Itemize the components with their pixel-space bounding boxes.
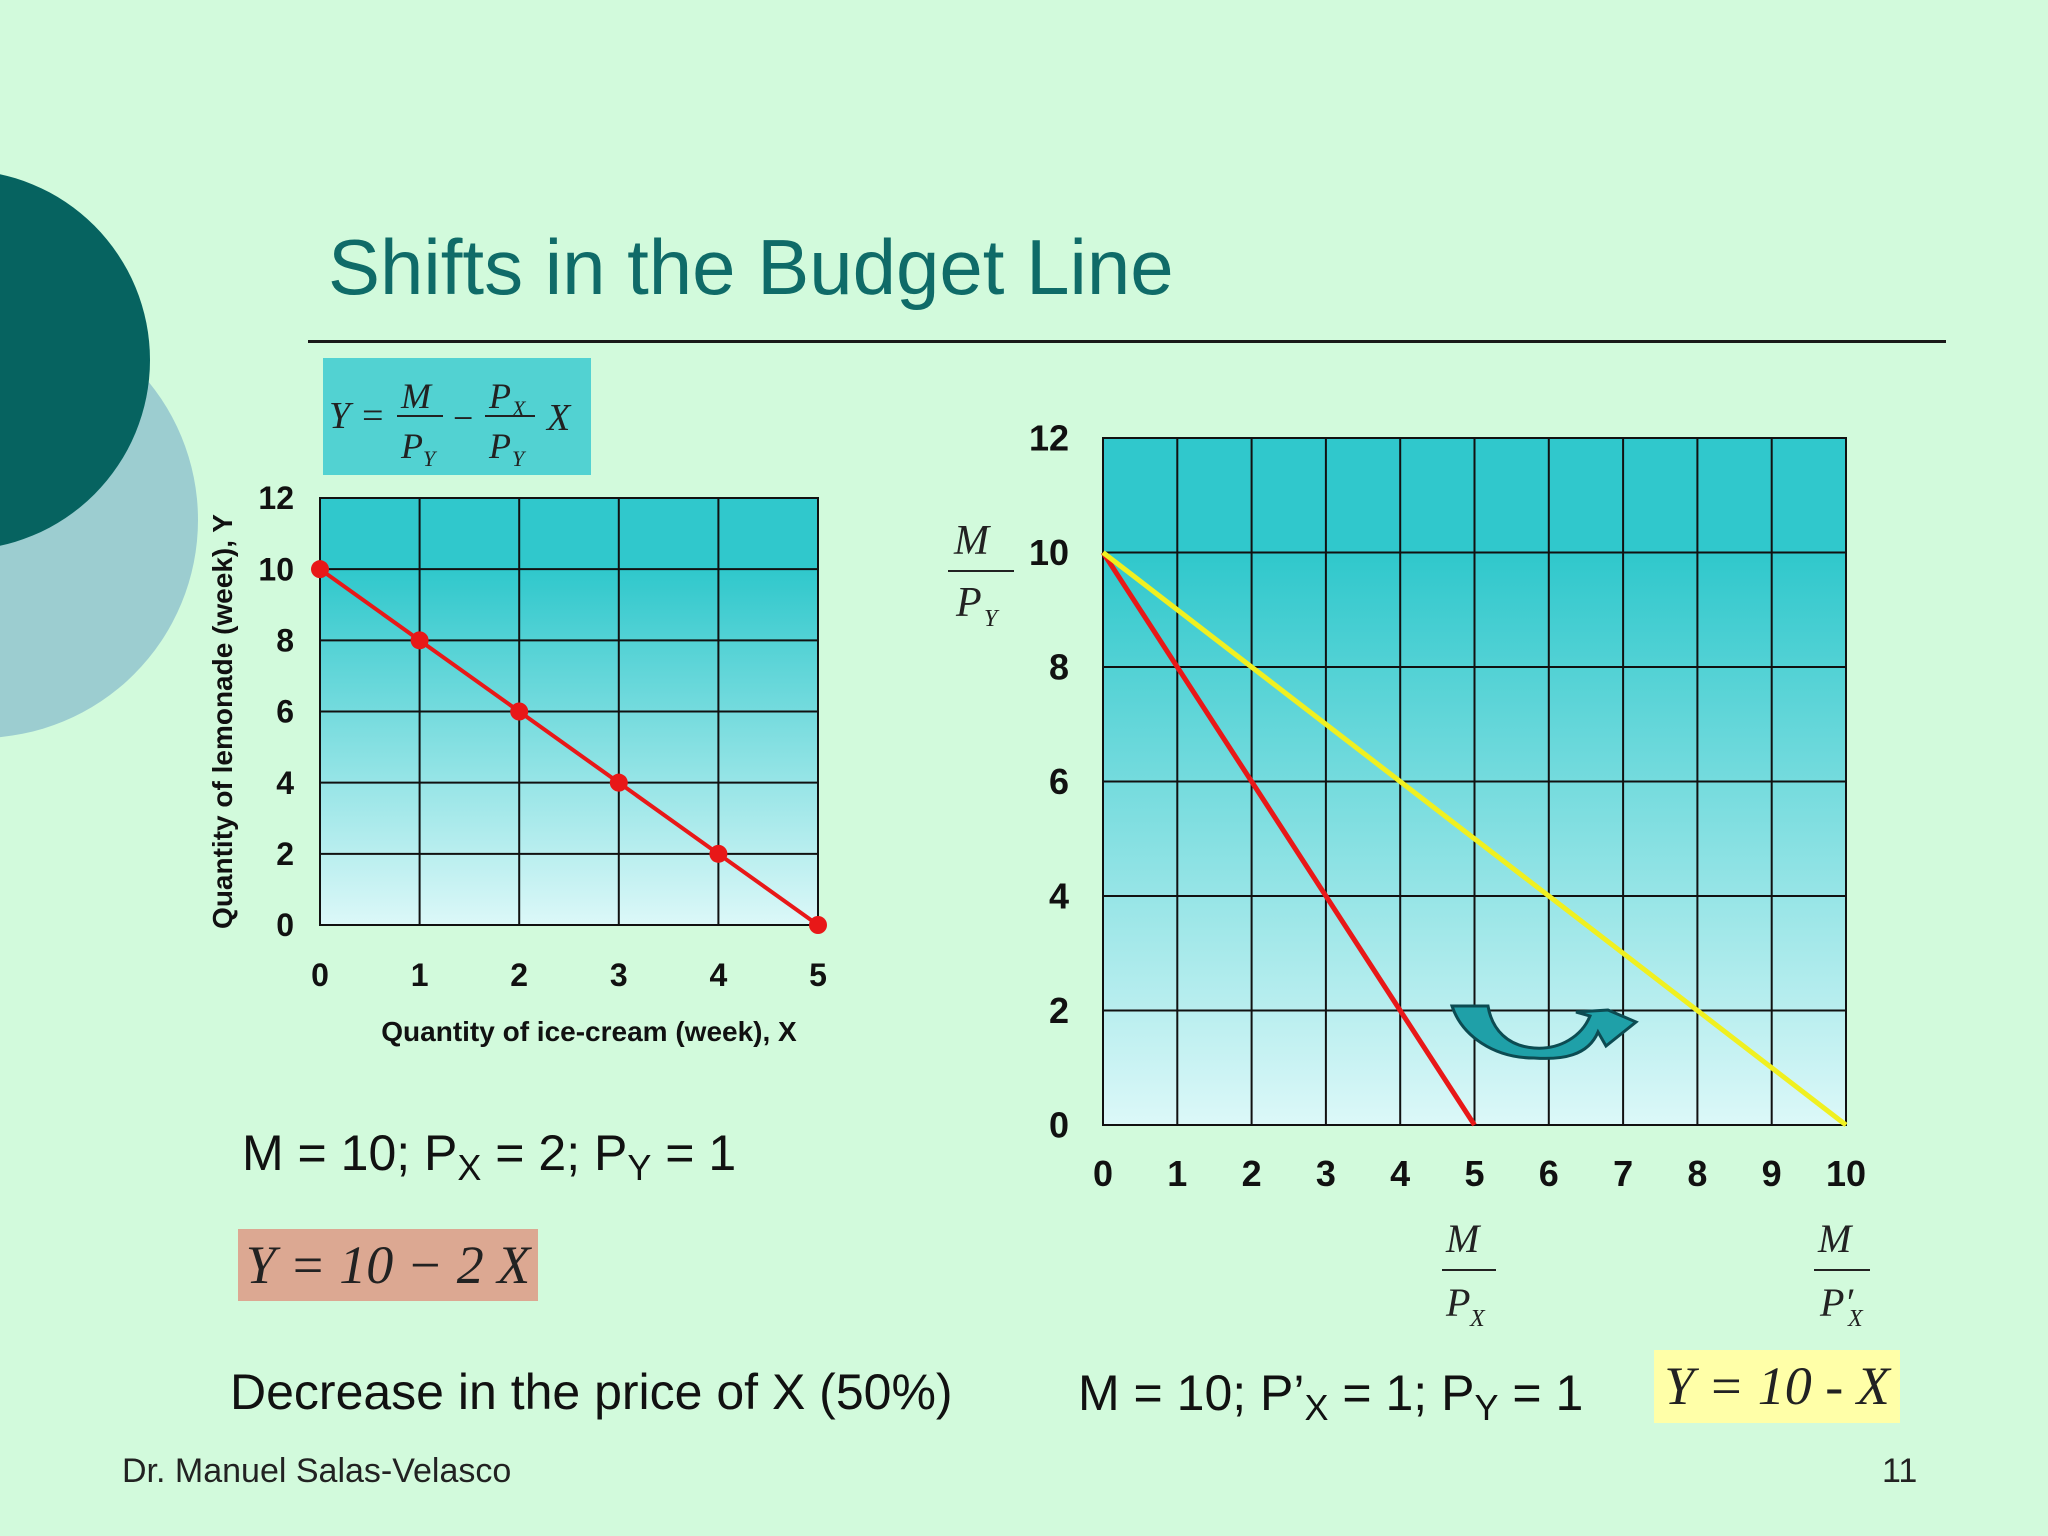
curved-arrow-icon (1449, 1004, 1639, 1060)
params2-m: M = 10; P’ (1078, 1365, 1305, 1421)
equation-new-box: Y = 10 - X (1654, 1350, 1900, 1423)
y-tick-label: 6 (276, 694, 294, 730)
params1-px-sub: X (457, 1147, 482, 1188)
slide-title: Shifts in the Budget Line (328, 223, 1174, 311)
x-tick-label: 0 (311, 957, 329, 993)
data-point (609, 773, 628, 792)
params1-end: = 1 (651, 1125, 737, 1181)
params1-py-sub: Y (627, 1147, 652, 1188)
page-number: 11 (1882, 1452, 1918, 1490)
formula-m: M (400, 376, 433, 416)
x-tick-label: 4 (1390, 1153, 1410, 1194)
author-footer: Dr. Manuel Salas-Velasco (122, 1452, 512, 1490)
budget-formula: Y = M P Y − P X P Y X (329, 376, 572, 471)
title-divider (308, 340, 1946, 343)
data-point (709, 844, 728, 863)
formula-py-sub: Y (423, 446, 438, 471)
x-tick-label: 3 (610, 957, 628, 993)
y-tick-label: 4 (276, 765, 294, 801)
x-tick-label: 8 (1687, 1153, 1707, 1194)
x-tick-label: 3 (1316, 1153, 1336, 1194)
x-tick-label: 7 (1613, 1153, 1633, 1194)
y-tick-label: 4 (1049, 876, 1069, 917)
formula-py2-sub: Y (512, 446, 527, 471)
budget-formula-box: Y = M P Y − P X P Y X (323, 358, 591, 475)
equation-new: Y = 10 - X (1664, 1356, 1890, 1416)
y-tick-label: 2 (276, 836, 294, 872)
x-tick-label: 6 (1539, 1153, 1559, 1194)
params2-py-sub: Y (1474, 1387, 1499, 1428)
intercept-annotations: M P Y M P X M P′ X (948, 518, 1870, 1332)
formula-minus: − (453, 398, 473, 438)
plot-frame (319, 497, 819, 926)
equation-original-box: Y = 10 − 2 X (238, 1229, 538, 1301)
x-intercept-2-den: P′ (1819, 1280, 1854, 1325)
data-point (809, 916, 827, 934)
series-line-0 (1100, 551, 1477, 1127)
data-point (410, 631, 429, 650)
x-tick-label: 2 (510, 957, 528, 993)
y-tick-label: 12 (1029, 418, 1069, 459)
y-tick-label: 0 (276, 907, 294, 943)
y-intercept-den: P (955, 580, 982, 626)
formula-lhs: Y = (329, 395, 385, 437)
dark-circle (0, 174, 150, 546)
params2-end: = 1 (1498, 1365, 1584, 1421)
x-intercept-1-num: M (1445, 1216, 1482, 1261)
y-tick-label: 8 (1049, 647, 1069, 688)
x-intercept-2-num: M (1817, 1216, 1854, 1261)
params-original: M = 10; PX = 2; PY = 1 (242, 1124, 736, 1189)
y-tick-label: 0 (1049, 1105, 1069, 1146)
y-axis-label: Quantity of lemonade (week), Y (207, 514, 238, 929)
data-point (510, 702, 529, 721)
series-line-1 (1101, 550, 1848, 1127)
data-point (311, 560, 329, 579)
params2-px-sub: X (1304, 1387, 1329, 1428)
x-tick-label: 1 (411, 957, 429, 993)
formula-py: P (400, 426, 423, 466)
y-tick-label: 8 (276, 623, 294, 659)
x-intercept-1-den-sub: X (1469, 1306, 1486, 1332)
y-tick-label: 12 (258, 480, 294, 516)
x-tick-label: 5 (1464, 1153, 1484, 1194)
params2-mid: = 1; P (1328, 1365, 1475, 1421)
y-intercept-num: M (953, 518, 991, 564)
y-intercept-den-sub: Y (984, 606, 1000, 632)
formula-px-sub: X (511, 396, 527, 421)
y-tick-label: 6 (1049, 761, 1069, 802)
x-tick-label: 2 (1242, 1153, 1262, 1194)
formula-py2: P (488, 426, 511, 466)
x-tick-label: 1 (1167, 1153, 1187, 1194)
x-intercept-2-den-sub: X (1847, 1306, 1864, 1332)
formula-px: P (488, 376, 511, 416)
x-tick-label: 9 (1762, 1153, 1782, 1194)
x-intercept-1-den: P (1445, 1280, 1470, 1325)
series-line-0 (318, 567, 820, 927)
params1-mid: = 2; P (481, 1125, 628, 1181)
caption-price-decrease: Decrease in the price of X (50%) (230, 1364, 953, 1420)
x-tick-label: 10 (1826, 1153, 1866, 1194)
formula-x: X (545, 397, 572, 439)
x-tick-label: 4 (710, 957, 728, 993)
x-tick-label: 5 (809, 957, 827, 993)
params1-m: M = 10; P (242, 1125, 458, 1181)
y-tick-label: 2 (1049, 990, 1069, 1031)
x-axis-label: Quantity of ice-cream (week), X (381, 1016, 797, 1047)
shift-arrow-icon (1449, 1004, 1639, 1060)
params-new: M = 10; P’X = 1; PY = 1 (1078, 1364, 1583, 1429)
equation-original: Y = 10 − 2 X (245, 1235, 531, 1295)
x-tick-label: 0 (1093, 1153, 1113, 1194)
y-tick-label: 10 (258, 551, 294, 587)
y-tick-label: 10 (1029, 532, 1069, 573)
